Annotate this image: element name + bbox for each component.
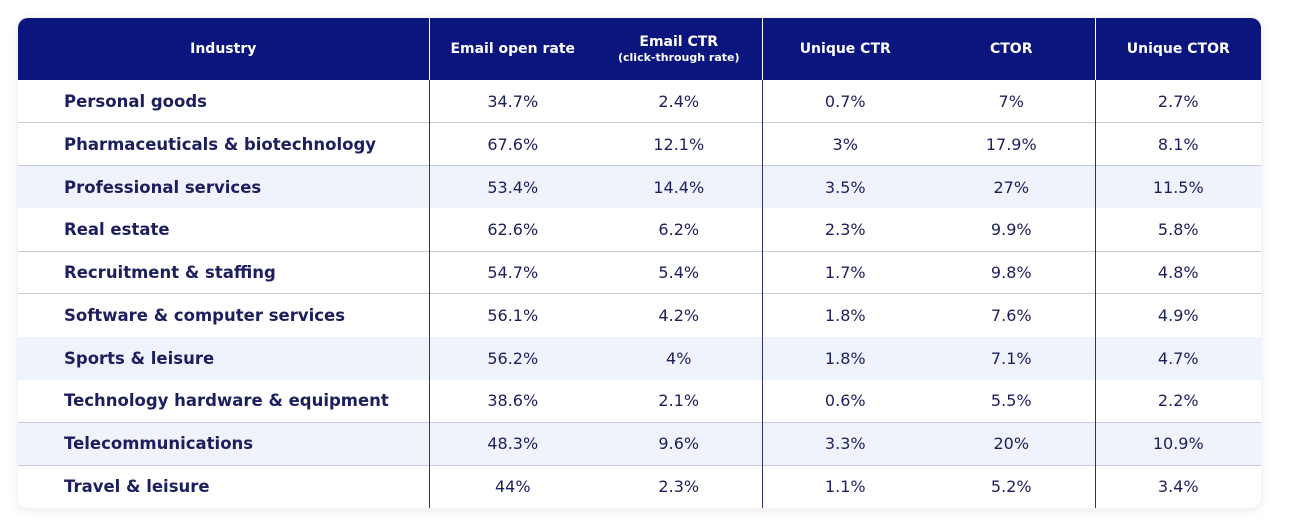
cell-email-open-rate: 34.7% bbox=[487, 91, 539, 111]
cell-ctor: 7% bbox=[928, 80, 1096, 123]
cell-email-ctr: 6.2% bbox=[596, 208, 763, 252]
cell-email-open-rate: 53.4% bbox=[429, 165, 596, 209]
cell-industry: Recruitment & staffing bbox=[18, 250, 430, 294]
table-row: Real estate 62.6% 6.2% 2.3% 9.9% 5.8% bbox=[18, 208, 1261, 252]
cell-unique-ctor: 4.8% bbox=[1095, 250, 1261, 294]
cell-unique-ctor: 10.9% bbox=[1095, 421, 1261, 466]
cell-ctor: 20% bbox=[928, 421, 1096, 466]
cell-email-open-rate: 48.3% bbox=[429, 421, 596, 466]
cell-email-ctr: 9.6% bbox=[596, 421, 763, 466]
cell-ctor: 5.5% bbox=[928, 379, 1096, 423]
header-ctor: CTOR bbox=[928, 18, 1096, 80]
cell-email-ctr: 14.4% bbox=[596, 165, 763, 209]
cell-unique-ctor: 4.9% bbox=[1095, 293, 1261, 337]
cell-unique-ctor: 2.2% bbox=[1157, 391, 1199, 411]
cell-unique-ctor: 3.4% bbox=[1095, 464, 1261, 508]
cell-email-open-rate: 62.6% bbox=[487, 220, 539, 240]
cell-industry: Technology hardware & equipment bbox=[18, 379, 430, 423]
cell-unique-ctr: 0.6% bbox=[824, 391, 866, 411]
cell-email-ctr: 2.4% bbox=[596, 80, 763, 123]
cell-ctor: 9.9% bbox=[928, 208, 1096, 252]
header-email-ctr: Email CTR (click-through rate) bbox=[596, 18, 763, 80]
cell-unique-ctr: 3.5% bbox=[762, 165, 928, 209]
cell-unique-ctr: 0.7% bbox=[824, 91, 866, 111]
table-row: Sports & leisure 56.2% 4% 1.8% 7.1% 4.7% bbox=[18, 336, 1261, 380]
header-ctor-label: CTOR bbox=[989, 41, 1033, 57]
cell-email-ctr: 4% bbox=[596, 336, 763, 380]
cell-industry: Software & computer services bbox=[18, 293, 430, 337]
cell-industry: Travel & leisure bbox=[18, 464, 430, 508]
header-unique-ctr-label: Unique CTR bbox=[799, 41, 891, 57]
cell-unique-ctor: 5.8% bbox=[1157, 220, 1199, 240]
table-row: Travel & leisure 44% 2.3% 1.1% 5.2% 3.4% bbox=[18, 464, 1261, 508]
cell-unique-ctor: 4.7% bbox=[1157, 348, 1199, 368]
cell-industry: Telecommunications bbox=[18, 421, 430, 466]
cell-unique-ctor: 8.1% bbox=[1095, 122, 1261, 166]
cell-unique-ctr: 3% bbox=[762, 122, 928, 166]
table-body: Personal goods 34.7% 2.4% 0.7% 7% 2.7% P… bbox=[18, 80, 1261, 508]
cell-ctor: 7.1% bbox=[928, 336, 1096, 380]
cell-email-open-rate: 38.6% bbox=[487, 391, 539, 411]
cell-ctor: 17.9% bbox=[928, 122, 1096, 166]
cell-email-ctr: 2.3% bbox=[596, 464, 763, 508]
table-row: Technology hardware & equipment 38.6% 2.… bbox=[18, 379, 1261, 423]
cell-ctor: 27% bbox=[928, 165, 1096, 209]
cell-email-ctr: 4.2% bbox=[596, 293, 763, 337]
cell-industry: Professional services bbox=[18, 165, 430, 209]
cell-email-open-rate: 56.2% bbox=[487, 348, 539, 368]
header-email-ctr-sublabel: (click-through rate) bbox=[617, 51, 740, 64]
header-email-open-rate-label: Email open rate bbox=[450, 41, 576, 57]
table-row: Professional services 53.4% 14.4% 3.5% 2… bbox=[18, 165, 1261, 209]
table-row: Pharmaceuticals & biotechnology 67.6% 12… bbox=[18, 122, 1261, 166]
cell-email-ctr: 2.1% bbox=[596, 379, 763, 423]
header-row: Industry Email open rate Email CTR (clic… bbox=[18, 18, 1261, 80]
cell-ctor: 5.2% bbox=[928, 464, 1096, 508]
cell-industry: Real estate bbox=[18, 208, 430, 252]
cell-ctor: 7.6% bbox=[928, 293, 1096, 337]
header-industry: Industry bbox=[18, 18, 430, 80]
cell-email-ctr: 5.4% bbox=[596, 250, 763, 294]
cell-ctor: 9.8% bbox=[928, 250, 1096, 294]
cell-unique-ctr: 1.1% bbox=[762, 464, 928, 508]
table-row: Software & computer services 56.1% 4.2% … bbox=[18, 293, 1261, 337]
cell-unique-ctr: 1.8% bbox=[762, 293, 928, 337]
table-row: Recruitment & staffing 54.7% 5.4% 1.7% 9… bbox=[18, 250, 1261, 294]
cell-email-ctr: 12.1% bbox=[596, 122, 763, 166]
cell-industry: Pharmaceuticals & biotechnology bbox=[18, 122, 430, 166]
table-header: Industry Email open rate Email CTR (clic… bbox=[18, 18, 1261, 80]
benchmark-table-card: Industry Email open rate Email CTR (clic… bbox=[18, 18, 1261, 508]
email-benchmark-table: Industry Email open rate Email CTR (clic… bbox=[18, 18, 1261, 508]
cell-unique-ctr: 1.8% bbox=[824, 348, 866, 368]
header-email-open-rate: Email open rate bbox=[429, 18, 596, 80]
cell-industry: Personal goods bbox=[18, 80, 430, 123]
cell-industry: Sports & leisure bbox=[18, 336, 430, 380]
header-industry-label: Industry bbox=[190, 41, 257, 57]
cell-unique-ctor: 2.7% bbox=[1157, 91, 1199, 111]
header-unique-ctor: Unique CTOR bbox=[1095, 18, 1261, 80]
cell-unique-ctor: 11.5% bbox=[1095, 165, 1261, 209]
header-unique-ctor-label: Unique CTOR bbox=[1126, 41, 1230, 57]
cell-unique-ctr: 3.3% bbox=[762, 421, 928, 466]
cell-unique-ctr: 2.3% bbox=[824, 220, 866, 240]
table-row: Telecommunications 48.3% 9.6% 3.3% 20% 1… bbox=[18, 421, 1261, 466]
header-unique-ctr: Unique CTR bbox=[762, 18, 928, 80]
cell-email-open-rate: 44% bbox=[429, 464, 596, 508]
header-email-ctr-label: Email CTR bbox=[639, 34, 719, 50]
cell-email-open-rate: 54.7% bbox=[429, 250, 596, 294]
cell-unique-ctr: 1.7% bbox=[762, 250, 928, 294]
table-row: Personal goods 34.7% 2.4% 0.7% 7% 2.7% bbox=[18, 80, 1261, 123]
cell-email-open-rate: 56.1% bbox=[429, 293, 596, 337]
cell-email-open-rate: 67.6% bbox=[429, 122, 596, 166]
